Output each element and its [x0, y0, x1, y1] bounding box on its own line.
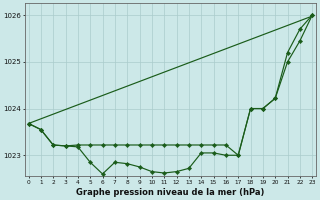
- X-axis label: Graphe pression niveau de la mer (hPa): Graphe pression niveau de la mer (hPa): [76, 188, 265, 197]
